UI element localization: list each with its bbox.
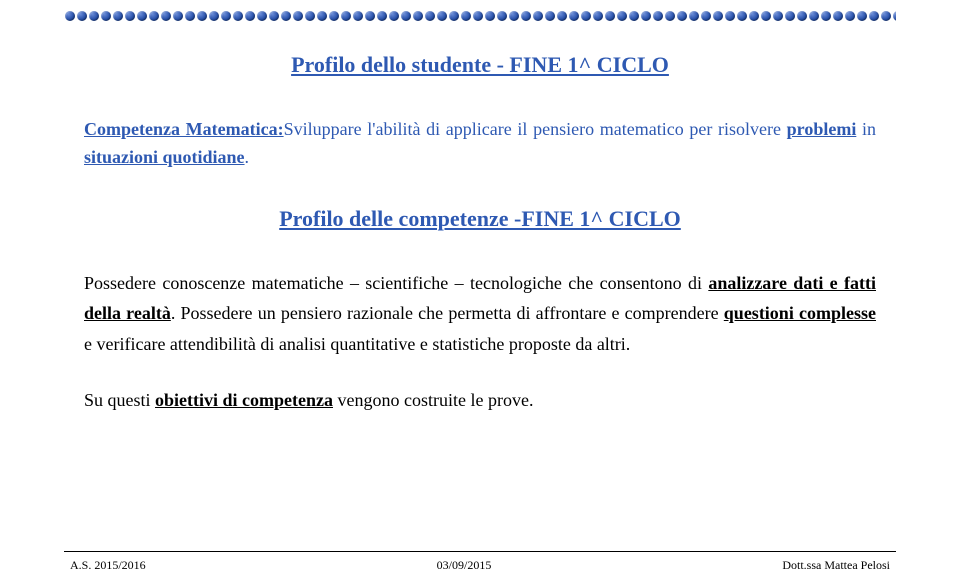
competenza-problemi: problemi — [787, 119, 857, 139]
obiettivi-paragraph: Su questi obiettivi di competenza vengon… — [84, 386, 876, 415]
footer-center: 03/09/2015 — [437, 558, 492, 573]
page-content: Profilo dello studente - FINE 1^ CICLO C… — [84, 52, 876, 414]
footer-divider — [64, 551, 896, 552]
footer-row: A.S. 2015/2016 03/09/2015 Dott.ssa Matte… — [64, 558, 896, 573]
competenza-text-1: Sviluppare l'abilità di applicare il pen… — [284, 119, 787, 139]
profilo-text-e: e verificare attendibilità di analisi qu… — [84, 334, 630, 354]
competenza-text-2: in — [856, 119, 876, 139]
profilo-paragraph: Possedere conoscenze matematiche – scien… — [84, 268, 876, 360]
profilo-questioni: questioni complesse — [724, 303, 876, 323]
footer-right: Dott.ssa Mattea Pelosi — [782, 558, 890, 573]
competenza-end: . — [245, 147, 250, 167]
competenza-situazioni: situazioni quotidiane — [84, 147, 245, 167]
obiettivi-text-a: Su questi — [84, 390, 155, 410]
decorative-top-border — [64, 10, 896, 22]
page-footer: A.S. 2015/2016 03/09/2015 Dott.ssa Matte… — [64, 551, 896, 573]
profilo-text-c: . Possedere un pensiero razionale che pe… — [171, 303, 724, 323]
obiettivi-competenza: obiettivi di competenza — [155, 390, 333, 410]
profilo-text-a: Possedere conoscenze matematiche – scien… — [84, 273, 708, 293]
competenza-lead: Competenza Matematica: — [84, 119, 284, 139]
obiettivi-text-c: vengono costruite le prove. — [333, 390, 533, 410]
section-subtitle: Profilo delle competenze -FINE 1^ CICLO — [84, 206, 876, 232]
footer-left: A.S. 2015/2016 — [70, 558, 146, 573]
competenza-paragraph: Competenza Matematica:Sviluppare l'abili… — [84, 116, 876, 172]
page-title: Profilo dello studente - FINE 1^ CICLO — [84, 52, 876, 78]
